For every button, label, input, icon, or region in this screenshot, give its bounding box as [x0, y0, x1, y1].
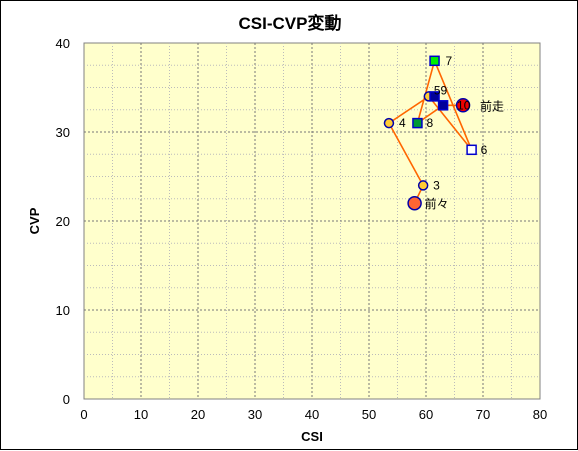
point-label: 8 — [426, 116, 433, 130]
data-point-7 — [429, 55, 440, 67]
point-label: 10 — [457, 98, 471, 112]
data-point-8 — [412, 117, 423, 129]
x-axis-ticks: 0 10 20 30 40 50 60 70 80 — [80, 407, 547, 422]
data-point-前走 — [455, 98, 471, 113]
point-label: 59 — [434, 83, 448, 97]
gridlines — [84, 43, 540, 399]
data-point-前々 — [407, 195, 422, 211]
data-point-3 — [417, 180, 429, 191]
x-tick-label: 40 — [305, 407, 319, 422]
y-tick-label: 10 — [56, 303, 70, 318]
y-tick-label: 40 — [56, 36, 70, 51]
x-tick-label: 30 — [248, 407, 262, 422]
data-point-extra — [429, 91, 440, 102]
data-point-4 — [383, 117, 395, 129]
x-tick-label: 60 — [419, 407, 433, 422]
y-axis-label: CVP — [27, 207, 42, 234]
y-tick-label: 0 — [63, 392, 70, 407]
y-tick-label: 30 — [56, 125, 70, 140]
point-label: 前々 — [425, 196, 449, 211]
x-tick-label: 70 — [476, 407, 490, 422]
point-label: 前走 — [480, 98, 504, 113]
x-axis-label: CSI — [301, 429, 323, 444]
data-point-9 — [437, 100, 449, 111]
y-axis-ticks: 0 10 20 30 40 — [56, 36, 70, 407]
point-labels: 前々 3 4 8 6 7 59 10 前走 — [399, 54, 504, 211]
point-label: 4 — [399, 116, 406, 130]
point-label: 6 — [481, 143, 488, 157]
point-label: 7 — [446, 54, 453, 68]
x-tick-label: 80 — [533, 407, 547, 422]
x-tick-label: 10 — [134, 407, 148, 422]
series-markers — [383, 55, 477, 211]
chart-title: CSI-CVP変動 — [239, 13, 342, 33]
x-tick-label: 50 — [362, 407, 376, 422]
x-tick-label: 0 — [80, 407, 87, 422]
y-tick-label: 20 — [56, 214, 70, 229]
x-tick-label: 20 — [191, 407, 205, 422]
data-point-6 — [466, 144, 477, 156]
point-label: 3 — [433, 178, 440, 192]
